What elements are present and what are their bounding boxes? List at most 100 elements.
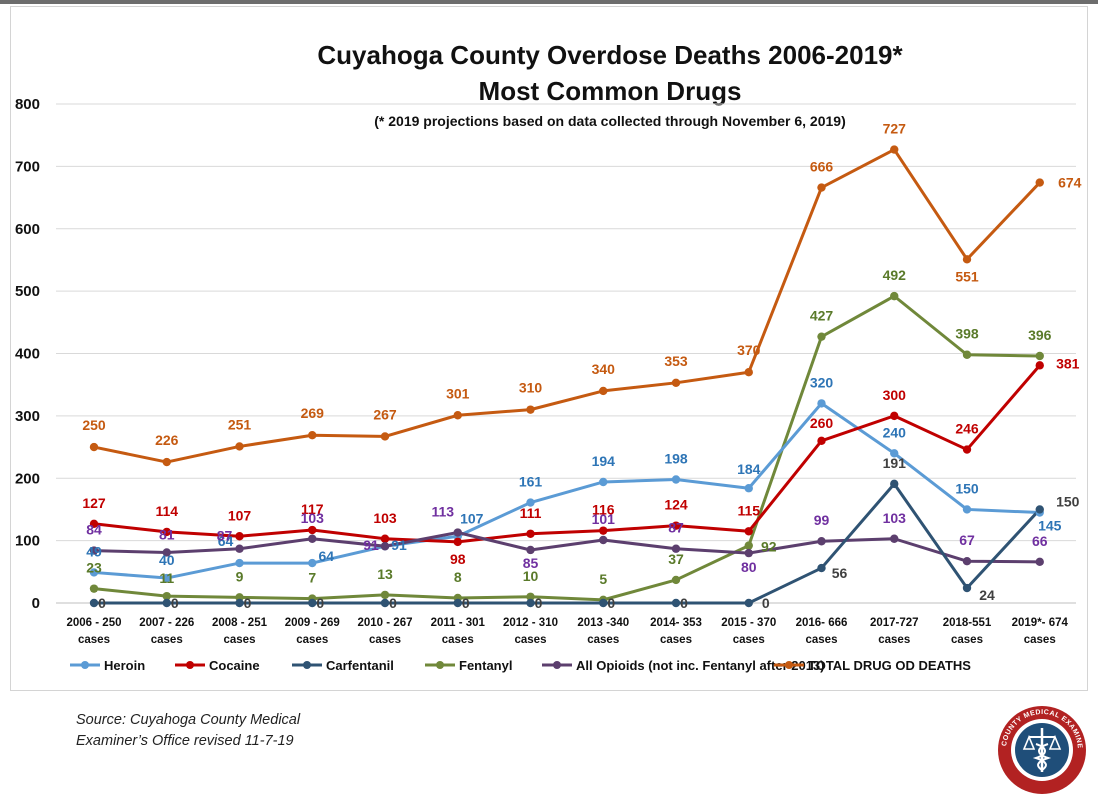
data-point	[962, 583, 972, 593]
data-point	[380, 598, 390, 608]
data-label: 340	[592, 361, 616, 377]
y-tick-label: 300	[15, 408, 40, 425]
data-label: 250	[82, 417, 106, 433]
data-point	[962, 350, 972, 359]
data-label: 98	[450, 551, 466, 567]
data-label: 107	[460, 510, 484, 526]
x-tick-label-line: 2015 - 370	[721, 617, 776, 629]
data-point	[162, 573, 171, 583]
data-point	[380, 534, 390, 543]
data-point	[599, 598, 608, 608]
data-point	[962, 255, 972, 264]
data-label: 0	[680, 595, 688, 611]
data-point	[526, 529, 535, 538]
data-label: 99	[814, 512, 830, 528]
data-label: 84	[86, 522, 102, 538]
data-point	[1035, 361, 1044, 370]
x-tick-label: 2008 - 251 cases	[212, 617, 268, 646]
x-tick-label: 2013 -340 cases	[577, 617, 629, 646]
data-label: 0	[244, 595, 252, 611]
x-tick-label-line: 2008 - 251	[212, 617, 268, 629]
data-point	[744, 527, 753, 536]
data-label: 184	[737, 461, 761, 477]
source-line-1: Source: Cuyahoga County Medical	[76, 712, 301, 728]
series-line-2	[94, 482, 1041, 605]
data-point	[162, 591, 171, 601]
data-point	[89, 568, 99, 577]
y-axis: 0 100 200 300 400 500 600 700 800	[15, 96, 40, 612]
data-label: 40	[159, 552, 175, 568]
data-label: 107	[228, 507, 252, 523]
x-tick-label-line: 2010 - 267	[358, 617, 413, 629]
legend-swatch-marker	[186, 661, 194, 669]
data-point	[817, 436, 826, 446]
x-tick-label-line: cases	[296, 634, 328, 646]
data-point	[235, 442, 244, 451]
data-point	[162, 548, 171, 557]
x-tick-label-line: 2012 - 310	[503, 617, 558, 629]
data-label: 91	[363, 537, 379, 553]
data-label: 674	[1058, 175, 1082, 191]
x-tick-label: 2018-551 cases	[943, 617, 992, 646]
data-point	[89, 442, 99, 452]
data-label: 113	[431, 504, 454, 520]
data-label: 301	[446, 385, 470, 401]
data-point	[817, 537, 826, 546]
y-tick-label: 800	[15, 96, 40, 113]
data-label: 85	[523, 555, 539, 571]
data-point	[599, 526, 608, 535]
x-tick-label-line: cases	[806, 634, 838, 646]
x-tick-label: 2009 - 269 cases	[285, 617, 340, 646]
series-line-5	[93, 148, 1041, 464]
data-label: 0	[389, 595, 397, 611]
data-label: 103	[301, 510, 325, 526]
data-point	[599, 386, 608, 396]
data-label: 64	[218, 533, 234, 549]
x-tick-label-line: 2017-727	[870, 617, 919, 629]
x-tick-label-line: cases	[515, 634, 547, 646]
data-label: 300	[883, 387, 907, 403]
data-label: 310	[519, 380, 543, 396]
data-label: 9	[236, 568, 244, 584]
y-tick-label: 500	[15, 283, 40, 300]
data-label: 7	[308, 570, 316, 586]
data-point	[380, 542, 390, 551]
data-label: 13	[377, 566, 393, 582]
data-point	[744, 368, 753, 377]
data-label: 103	[883, 510, 907, 526]
data-point	[817, 563, 826, 573]
data-point	[235, 532, 244, 541]
data-label: 8	[454, 569, 462, 585]
chart-title-line2: Most Common Drugs	[478, 76, 742, 106]
source-note: Source: Cuyahoga County Medical Examiner…	[76, 710, 300, 752]
data-label: 87	[668, 520, 684, 536]
x-tick-label-line: 2007 - 226	[139, 617, 194, 629]
data-point	[308, 558, 317, 568]
data-label: 92	[761, 539, 777, 555]
data-label: 111	[520, 505, 542, 521]
legend-label: Carfentanil	[326, 658, 394, 673]
data-point	[1035, 351, 1044, 361]
data-point	[599, 535, 608, 545]
x-tick-label-line: cases	[878, 634, 910, 646]
data-point	[526, 592, 535, 601]
data-label: 114	[155, 503, 178, 519]
x-tick-label-line: cases	[442, 634, 474, 646]
data-point	[671, 575, 681, 585]
data-label: 150	[1056, 493, 1080, 509]
data-label: 0	[762, 595, 770, 611]
data-point	[671, 598, 681, 608]
data-label: 37	[668, 551, 684, 567]
data-label: 0	[607, 595, 615, 611]
legend-swatch-marker	[785, 661, 793, 669]
data-point	[162, 457, 171, 467]
legend: Heroin Cocaine Carfentanil Fentanyl All Opio…	[70, 658, 971, 673]
data-point	[744, 598, 753, 608]
y-tick-label: 700	[15, 158, 40, 175]
data-label: 370	[737, 342, 761, 358]
data-label: 396	[1028, 327, 1052, 343]
data-label: 87	[217, 528, 233, 544]
